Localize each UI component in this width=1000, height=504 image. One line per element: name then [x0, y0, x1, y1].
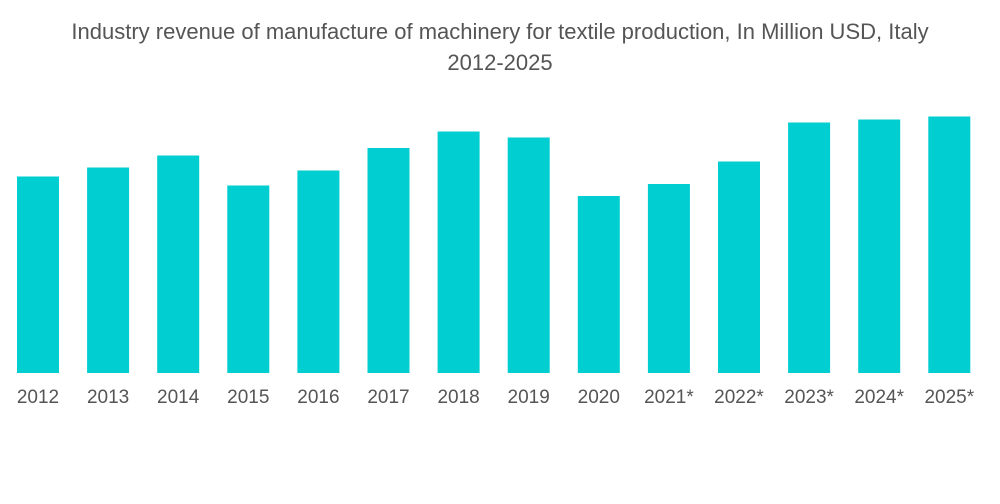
bar-2014 [157, 155, 200, 373]
x-tick-label-2014: 2014 [157, 387, 200, 408]
x-tick-label-2023-forecast: 2023* [784, 387, 834, 408]
bar-2025-forecast [928, 116, 971, 373]
chart-title-main: Industry revenue of manufacture of machi… [71, 19, 929, 44]
bar-series [17, 116, 971, 373]
chart-title: Industry revenue of manufacture of machi… [0, 16, 1000, 78]
bar-2017 [367, 148, 410, 373]
bar-2021-forecast [647, 184, 690, 373]
bar-2013 [87, 167, 130, 373]
x-tick-label-2016: 2016 [297, 387, 339, 408]
bar-2012 [17, 176, 59, 373]
chart-subtitle: 2012-2025 [447, 50, 553, 75]
x-tick-label-2025-forecast: 2025* [924, 387, 974, 408]
bar-2015 [227, 185, 270, 373]
x-tick-label-2021-forecast: 2021* [644, 387, 694, 408]
bar-2022-forecast [718, 161, 760, 373]
bar-2019 [507, 137, 550, 373]
bar-2016 [297, 170, 340, 373]
bar-2020 [577, 196, 620, 373]
x-tick-label-2015: 2015 [227, 387, 269, 408]
x-tick-label-2019: 2019 [508, 387, 550, 408]
x-tick-label-2017: 2017 [367, 387, 409, 408]
x-tick-label-2013: 2013 [87, 387, 129, 408]
x-axis-tick-labels: 2012 2013 2014 2015 2016 2017 2018 2019 2020 2021… [17, 387, 975, 408]
x-tick-label-2022-forecast: 2022* [714, 387, 764, 408]
x-tick-label-2024-forecast: 2024* [854, 387, 904, 408]
bar-2024-forecast [858, 119, 901, 373]
x-tick-label-2020: 2020 [578, 387, 620, 408]
bar-2018 [437, 131, 480, 373]
x-tick-label-2018: 2018 [437, 387, 479, 408]
bar-2023-forecast [788, 122, 831, 373]
x-tick-label-2012: 2012 [17, 387, 59, 408]
